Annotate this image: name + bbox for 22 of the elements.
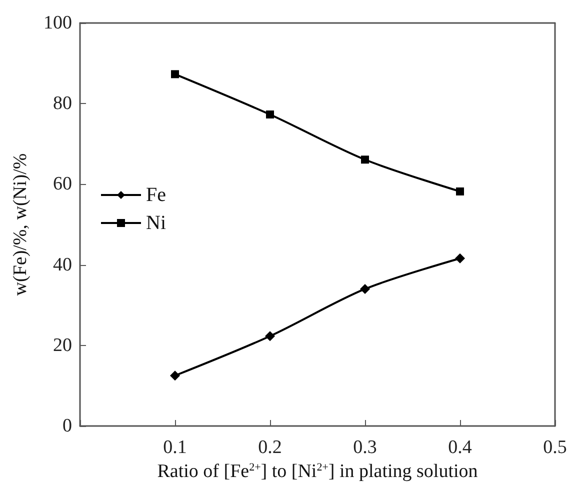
legend-label: Fe — [146, 184, 166, 206]
y-tick-label: 0 — [62, 416, 72, 436]
y-tick-label: 40 — [53, 254, 72, 276]
legend-label: Ni — [146, 212, 166, 234]
point — [265, 331, 275, 342]
y-axis-title: w(Fe)/%, w(Ni)/% — [10, 153, 31, 296]
x-tick-label: 0.5 — [543, 437, 567, 458]
x-tick-label: 0.2 — [258, 437, 282, 458]
point — [456, 187, 464, 196]
y-tick-label: 100 — [44, 12, 72, 34]
x-tick-label: 0.1 — [163, 437, 187, 458]
point — [360, 284, 370, 294]
x-tick-label: 0.4 — [448, 437, 472, 458]
point — [266, 110, 274, 118]
x-tick-label: 0.3 — [353, 437, 377, 458]
point — [170, 370, 180, 381]
y-tick-label: 80 — [53, 93, 72, 114]
point — [361, 156, 369, 164]
y-tick-label: 60 — [53, 174, 72, 195]
y-tick-label: 20 — [53, 334, 72, 356]
point — [171, 70, 179, 78]
point — [455, 253, 465, 264]
